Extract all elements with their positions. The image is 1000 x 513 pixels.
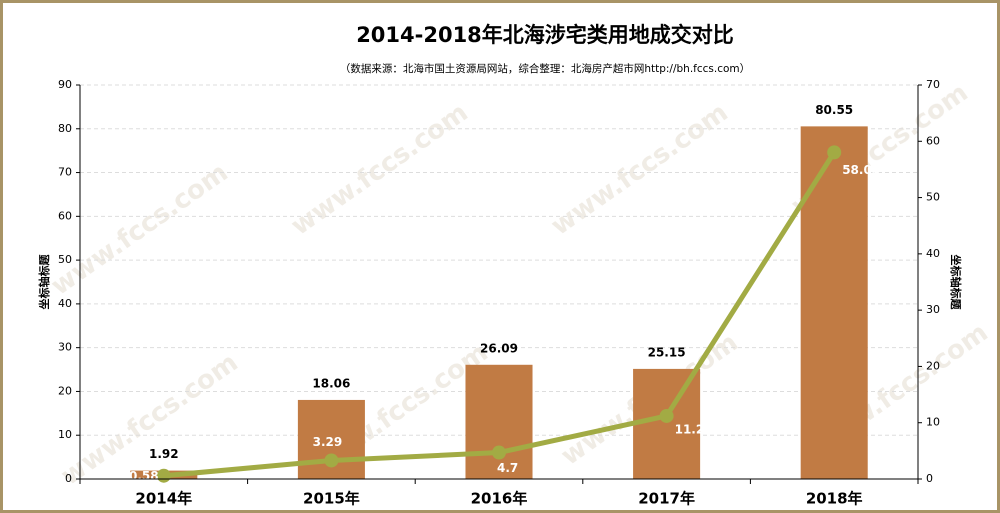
watermark: www.fccs.com [286, 98, 474, 242]
x-tick-label: 2015年 [303, 490, 360, 508]
watermark: www.fccs.com [46, 158, 234, 302]
line-value-label: 4.7 [497, 461, 518, 475]
y2-tick-label: 0 [926, 472, 933, 485]
y-axis-title: 坐标轴标题 [37, 254, 51, 310]
bar [465, 364, 533, 479]
line-value-label: 0.58 [129, 469, 159, 483]
y-tick-label: 70 [58, 166, 72, 179]
watermark: www.fccs.com [546, 98, 734, 242]
chart-subtitle: （数据来源：北海市国土资源局网站，综合整理：北海房产超市网http://bh.f… [340, 62, 750, 75]
y2-tick-label: 70 [926, 78, 940, 91]
y-tick-label: 60 [58, 209, 72, 222]
y-tick-label: 50 [58, 253, 72, 266]
line-point [492, 445, 506, 460]
y-tick-label: 30 [58, 341, 72, 354]
y-tick-label: 20 [58, 384, 72, 397]
y-tick-label: 10 [58, 428, 72, 441]
bar-value-label: 18.06 [312, 376, 350, 390]
bar [633, 368, 701, 479]
y2-tick-label: 40 [926, 247, 940, 260]
bar-value-label: 80.55 [815, 103, 853, 117]
y2-tick-label: 10 [926, 416, 940, 429]
line-value-label: 3.29 [313, 435, 343, 449]
y2-axis-title: 坐标轴标题 [949, 255, 963, 311]
line-value-label: 58.03 [842, 163, 880, 177]
y-tick-label: 90 [58, 78, 72, 91]
bar-value-label: 25.15 [648, 345, 686, 359]
x-tick-label: 2014年 [135, 490, 192, 508]
bar-value-label: 26.09 [480, 341, 518, 355]
line-point [156, 468, 171, 483]
bar [800, 126, 868, 480]
y2-tick-label: 20 [926, 359, 940, 372]
y-tick-label: 0 [65, 472, 72, 485]
y-tick-label: 80 [58, 122, 72, 135]
x-tick-label: 2016年 [471, 490, 528, 508]
y-tick-label: 40 [58, 297, 72, 310]
bar-value-label: 1.92 [149, 447, 179, 461]
x-tick-label: 2018年 [806, 490, 863, 508]
line-value-label: 11.2 [675, 422, 705, 436]
y2-tick-label: 30 [926, 303, 940, 316]
chart-title: 2014-2018年北海涉宅类用地成交对比 [356, 23, 734, 47]
line-point [827, 145, 842, 160]
line-point [659, 408, 674, 423]
x-tick-label: 2017年 [638, 490, 695, 508]
line-point [324, 453, 339, 468]
y2-tick-label: 50 [926, 191, 940, 204]
y2-tick-label: 60 [926, 134, 940, 147]
